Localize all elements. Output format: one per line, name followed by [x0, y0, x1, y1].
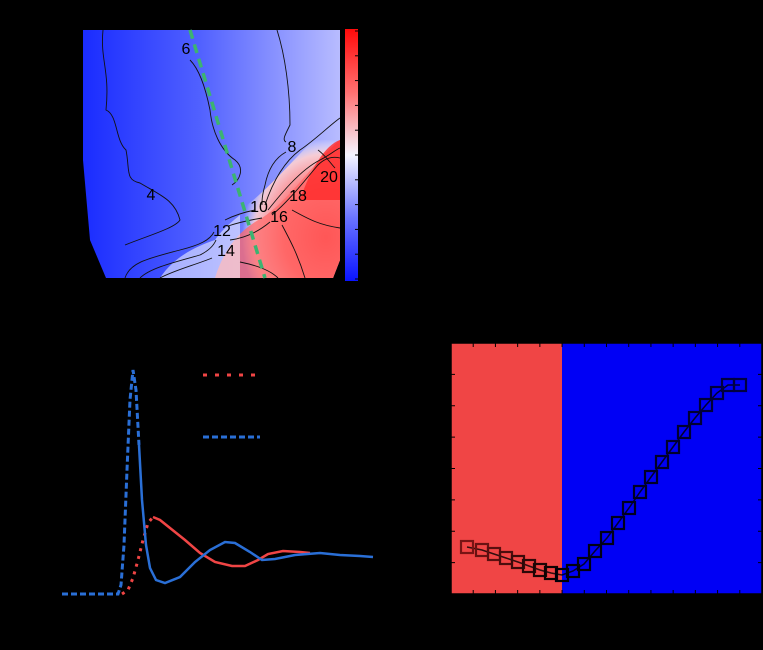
colorbar: [345, 29, 358, 281]
data-marker: [665, 439, 681, 455]
contour-label: 20: [320, 169, 338, 186]
data-marker: [698, 397, 714, 413]
data-marker: [709, 385, 725, 401]
contour-label: 12: [213, 223, 231, 240]
data-marker: [599, 530, 615, 546]
contour-label: 4: [147, 187, 156, 204]
data-marker: [587, 543, 603, 559]
contour-label: 14: [217, 243, 235, 260]
colorbar-ticks: [355, 30, 358, 280]
data-marker: [654, 454, 670, 470]
data-marker: [610, 515, 626, 531]
data-marker: [621, 500, 637, 516]
contour-map-panel: 6 8 4 20 18 10 16 12 14: [0, 0, 380, 300]
marker-plot: [450, 342, 763, 595]
axis-ticks: [451, 343, 762, 594]
shaded-regions: [450, 342, 763, 595]
line-plot-panel: [0, 320, 400, 650]
data-marker: [632, 484, 648, 500]
marker-plot-panel: [400, 320, 763, 650]
shaded-region: [451, 343, 562, 594]
contour-label: 8: [288, 139, 297, 156]
data-marker: [732, 377, 748, 393]
data-marker: [676, 424, 692, 440]
data-marker: [687, 410, 703, 426]
data-marker: [576, 556, 592, 572]
line-series-group: [62, 369, 374, 596]
line-series-solid-part: [137, 444, 374, 585]
contour-label: 6: [182, 41, 191, 58]
line-plot: [62, 369, 374, 596]
line-series-dashed-part: [62, 369, 141, 596]
trend-line: [466, 384, 740, 576]
data-marker: [643, 469, 659, 485]
green-dashed-line: [188, 29, 267, 279]
contour-label: 10: [250, 199, 268, 216]
line-series-solid-part: [152, 515, 311, 568]
contour-label: 18: [289, 188, 307, 205]
contour-label: 16: [270, 209, 288, 226]
legend: [203, 373, 260, 439]
data-marker: [459, 539, 475, 555]
square-markers: [459, 377, 748, 583]
